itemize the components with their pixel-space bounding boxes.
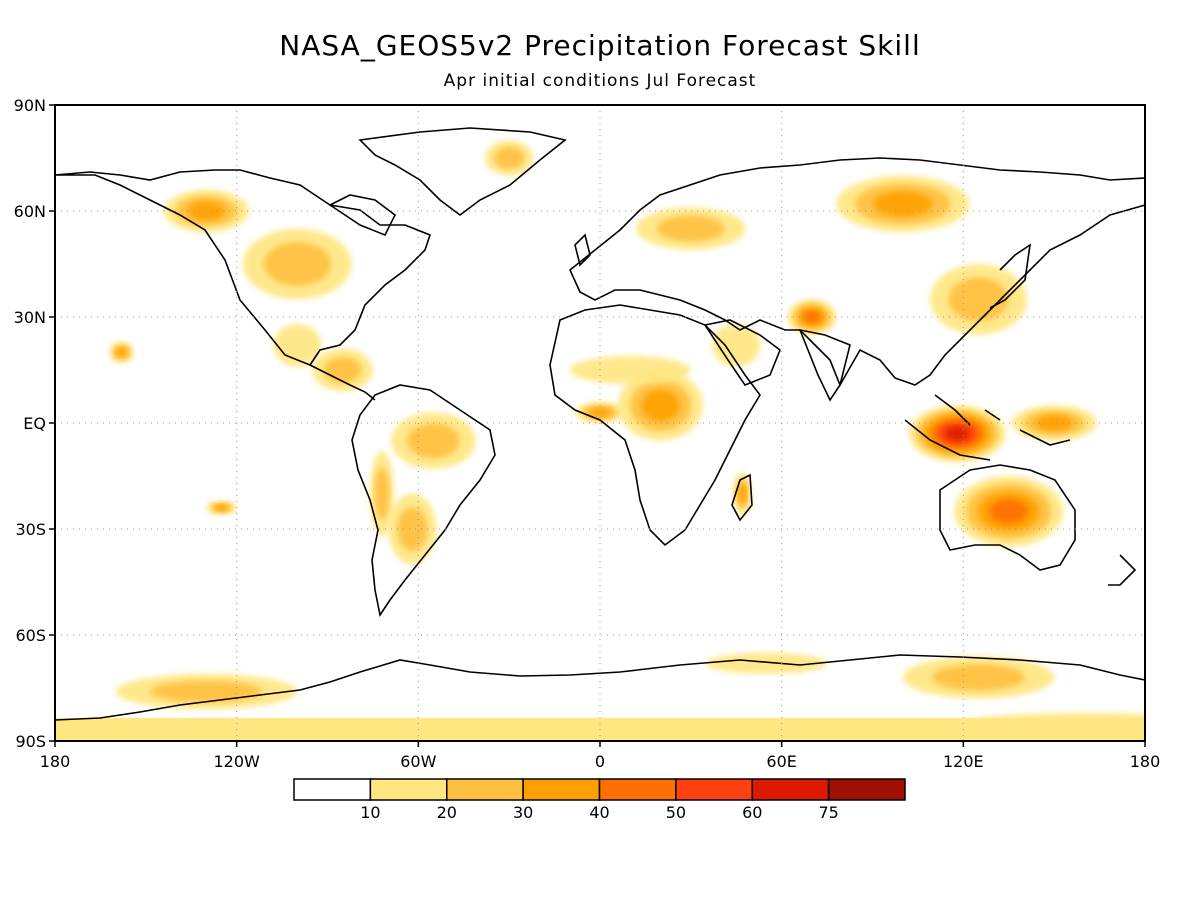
lon-label: 60W	[400, 752, 436, 771]
skill-region-hawaii-area	[116, 347, 127, 358]
skill-region-greenland-east	[494, 147, 525, 169]
colorbar-box	[751, 778, 830, 801]
gridlines	[55, 105, 1145, 741]
coast-japan	[989, 243, 1032, 309]
lon-label: 180	[40, 752, 71, 771]
coast-eurasia	[569, 157, 1145, 387]
skill-region-siberia	[873, 191, 933, 217]
lat-label: 90S	[15, 732, 46, 751]
colorbar-label: 50	[666, 803, 686, 822]
skill-region-australia-interior	[989, 499, 1028, 524]
skill-region-madagascar	[738, 484, 747, 504]
lat-label: 60S	[15, 626, 46, 645]
coast-arabia	[703, 319, 781, 386]
latitude-labels: 90N 60N 30N EQ 30S 60S 90S	[14, 96, 55, 751]
colorbar-label: 75	[818, 803, 838, 822]
colorbar-label: 60	[742, 803, 762, 822]
lon-label: 120E	[943, 752, 984, 771]
skill-shading	[109, 140, 1145, 734]
coast-madagascar	[731, 473, 753, 522]
skill-region-eastern-europe	[657, 215, 725, 242]
colorbar-box	[827, 778, 906, 801]
lon-label: 180	[1130, 752, 1161, 771]
lat-label: 90N	[14, 96, 46, 115]
coast-africa	[549, 304, 761, 547]
lat-label: 30S	[15, 520, 46, 539]
colorbar-box	[446, 778, 524, 801]
colorbar-label: 40	[589, 803, 609, 822]
coast-uk	[574, 233, 591, 267]
map-title: NASA_GEOS5v2 Precipitation Forecast Skil…	[279, 29, 920, 62]
coast-indonesia	[904, 394, 1071, 461]
longitude-labels: 180 120W 60W 0 60E 120E 180	[40, 741, 1161, 771]
skill-region-central-america	[324, 356, 362, 384]
coastlines	[55, 127, 1145, 721]
skill-region-indonesia-maritime-continent	[945, 426, 970, 441]
colorbar-box	[369, 778, 448, 801]
colorbar-box	[598, 778, 677, 801]
skill-region-sahel	[569, 355, 691, 385]
skill-region-southern-ocean-west	[150, 680, 263, 703]
colorbar-label: 20	[437, 803, 457, 822]
colorbar-box	[675, 778, 753, 801]
lat-label: EQ	[23, 414, 46, 433]
skill-region-alaska-canada	[187, 201, 226, 221]
coast-australia	[939, 464, 1076, 571]
coast-south-america	[351, 384, 496, 618]
lon-label: 60E	[766, 752, 796, 771]
lon-label: 0	[595, 752, 605, 771]
coast-india	[798, 328, 851, 402]
colorbar-label: 10	[360, 803, 380, 822]
skill-region-china-japan	[948, 277, 1009, 322]
coast-new-zealand	[1108, 554, 1137, 586]
coast-hudson-bay	[328, 194, 397, 237]
coast-antarctica	[55, 654, 1145, 721]
map-subtitle: Apr initial conditions Jul Forecast	[444, 71, 757, 91]
coast-central-america	[309, 364, 376, 401]
skill-region-arabian-peninsula	[712, 324, 761, 367]
colorbar-box	[293, 778, 372, 801]
coast-greenland	[358, 127, 567, 216]
skill-region-southern-ocean-east	[931, 664, 1026, 691]
skill-region-central-north-america	[263, 242, 331, 286]
lat-label: 30N	[14, 308, 46, 327]
lat-label: 60N	[14, 202, 46, 221]
skill-region-new-guinea-pacific	[1035, 415, 1074, 431]
colorbar: 10 20 30 40 50 60 75	[293, 778, 906, 822]
skill-region-south-america-south	[397, 507, 428, 551]
skill-region-gulf-of-guinea	[589, 407, 611, 418]
skill-region-brazil	[407, 423, 460, 459]
skill-region-pacific-south	[214, 504, 229, 511]
skill-region-antarctic-coast-60e	[705, 652, 828, 674]
coast-north-america	[55, 169, 431, 366]
skill-region-central-africa	[641, 389, 680, 422]
colorbar-box	[522, 778, 601, 801]
colorbar-label: 30	[513, 803, 533, 822]
skill-region-andes	[374, 467, 390, 520]
lon-label: 120W	[213, 752, 260, 771]
